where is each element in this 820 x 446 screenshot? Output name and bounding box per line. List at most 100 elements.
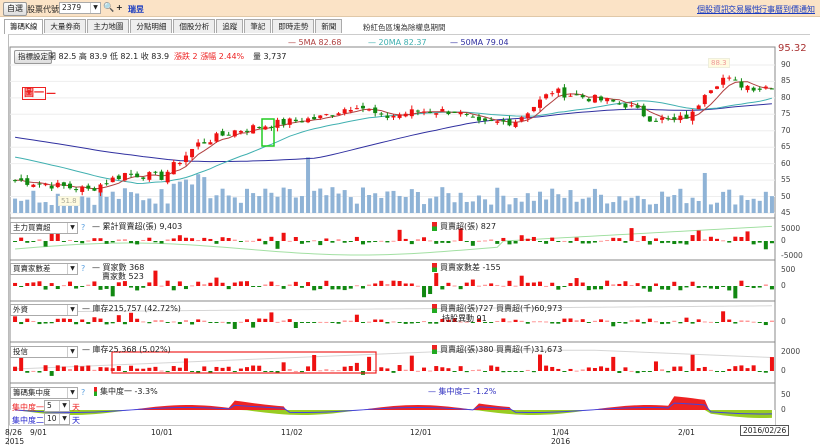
- concentration2-days-select[interactable]: 10 ▼: [44, 413, 70, 425]
- candle-body: [13, 180, 18, 182]
- tab-chip-kline[interactable]: 籌碼K線: [4, 19, 44, 34]
- panel-tick: 2000: [781, 347, 801, 356]
- trust-net-bar: [354, 362, 359, 371]
- foreign-net-bar: [342, 320, 347, 322]
- net-buy-bar: [769, 241, 774, 244]
- candle-body: [635, 105, 640, 108]
- tab-notes[interactable]: 筆記: [244, 19, 272, 33]
- link-calendar[interactable]: 行事曆: [759, 5, 783, 14]
- trust-holding-legend: — 庫存25,368 (5.02%): [82, 345, 171, 354]
- chevron-down-icon[interactable]: ▼: [67, 347, 77, 357]
- buyer-diff-bar: [568, 283, 573, 286]
- candle-body: [55, 182, 60, 188]
- net-buy-bar: [586, 241, 591, 244]
- net-buy-bar: [415, 239, 420, 241]
- stock-code-value: 2379: [62, 3, 82, 12]
- days-unit: 天: [72, 416, 80, 425]
- candle-body: [769, 88, 774, 90]
- net-buy-bar: [715, 238, 720, 241]
- buyer-diff-bar: [678, 286, 683, 291]
- chevron-down-icon[interactable]: ▼: [90, 3, 100, 13]
- foreign-net-bar: [660, 322, 665, 325]
- net-buy-bar: [43, 241, 48, 247]
- net-buy-bar: [733, 236, 738, 241]
- main-force-select[interactable]: 主力買賣超 ▼: [10, 222, 78, 234]
- volume-info: 量 3,737: [253, 52, 287, 61]
- concentration-select[interactable]: 籌碼集中度 ▼: [10, 387, 78, 399]
- net-buy-bar: [379, 240, 384, 242]
- foreign-net-bar: [318, 321, 323, 323]
- candle-body: [507, 119, 512, 126]
- volume-bar: [159, 189, 164, 213]
- trust-net-bar: [483, 371, 488, 372]
- net-buy-bar: [330, 241, 335, 243]
- help-icon[interactable]: ?: [81, 223, 86, 232]
- net-buy-bar: [306, 241, 311, 243]
- watchlist-button[interactable]: 自選: [3, 2, 27, 16]
- investment-trust-select[interactable]: 投信 ▼: [10, 346, 78, 358]
- trust-net-bar: [611, 356, 616, 371]
- buyer-diff-bar: [617, 283, 622, 286]
- net-buy-bar: [739, 236, 744, 241]
- volume-bar: [495, 187, 500, 213]
- buyer-diff-bar: [409, 283, 414, 286]
- chevron-down-icon[interactable]: ▼: [67, 264, 77, 274]
- volume-bar: [440, 187, 445, 213]
- add-stock-button[interactable]: +: [116, 3, 123, 12]
- trust-net-bar: [715, 371, 720, 372]
- net-buy-bar: [550, 237, 555, 241]
- tab-branch-details[interactable]: 分點明細: [130, 19, 173, 33]
- link-price-alert[interactable]: 到價通知: [783, 5, 815, 14]
- foreign-net-bar: [165, 322, 170, 323]
- chevron-down-icon[interactable]: ▼: [67, 223, 77, 233]
- trust-net-bar: [342, 366, 347, 371]
- trust-net-bar: [74, 365, 79, 371]
- chevron-down-icon[interactable]: ▼: [59, 401, 69, 411]
- candle-body: [745, 85, 750, 91]
- help-icon[interactable]: ?: [81, 388, 86, 397]
- tab-main-force-map[interactable]: 主力地圖: [87, 19, 130, 33]
- net-buy-bar: [135, 241, 140, 245]
- trust-net-bar: [257, 365, 262, 371]
- stock-name[interactable]: 瑞昱: [128, 5, 144, 14]
- select-value: 10: [47, 414, 57, 423]
- buyer-seller-diff-select[interactable]: 買賣家數差 ▼: [10, 263, 78, 275]
- candle-body: [647, 116, 652, 122]
- buyer-diff-bar: [342, 286, 347, 291]
- help-icon[interactable]: ?: [81, 264, 86, 273]
- chevron-down-icon[interactable]: ▼: [59, 414, 69, 424]
- net-buy-bar: [464, 241, 469, 242]
- trust-net-bar: [739, 365, 744, 371]
- concentration1-legend: 集中度一 -3.3%: [94, 386, 158, 397]
- trust-net-bar: [428, 370, 433, 372]
- net-buy-bar: [31, 241, 36, 242]
- chevron-down-icon[interactable]: ▼: [67, 388, 77, 398]
- buyer-diff-bar: [86, 284, 91, 286]
- trust-net-bar: [226, 366, 231, 371]
- buyer-diff-bar: [556, 286, 561, 290]
- tab-major-brokers[interactable]: 大量券商: [44, 19, 87, 33]
- buyer-diff-bar: [470, 279, 475, 286]
- stock-code-label: 股票代號:: [27, 5, 62, 14]
- foreign-investor-select[interactable]: 外資 ▼: [10, 304, 78, 316]
- search-icon[interactable]: 🔍: [103, 3, 115, 13]
- candle-body: [214, 133, 219, 142]
- tab-stock-analysis[interactable]: 個股分析: [173, 19, 216, 33]
- link-stock-info[interactable]: 個股資訊: [697, 5, 729, 14]
- foreign-net-bar: [702, 321, 707, 323]
- chevron-down-icon[interactable]: ▼: [67, 305, 77, 315]
- stock-code-input[interactable]: 2379 ▼: [59, 2, 101, 14]
- foreign-net-bar: [153, 320, 158, 322]
- concentration1-days-select[interactable]: 5 ▼: [44, 400, 70, 412]
- net-buy-bar: [666, 241, 671, 243]
- tab-realtime[interactable]: 即時走勢: [272, 19, 315, 33]
- tab-tracking[interactable]: 追蹤: [216, 19, 244, 33]
- indicator-settings-button[interactable]: 指標設定: [14, 50, 52, 64]
- price-tick: 85: [781, 76, 791, 86]
- link-trade-attributes[interactable]: 交易屬性: [728, 5, 760, 14]
- volume-bar: [666, 196, 671, 213]
- candle-body: [605, 98, 610, 102]
- buyer-diff-bar: [269, 281, 274, 286]
- tab-news[interactable]: 新聞: [315, 19, 343, 33]
